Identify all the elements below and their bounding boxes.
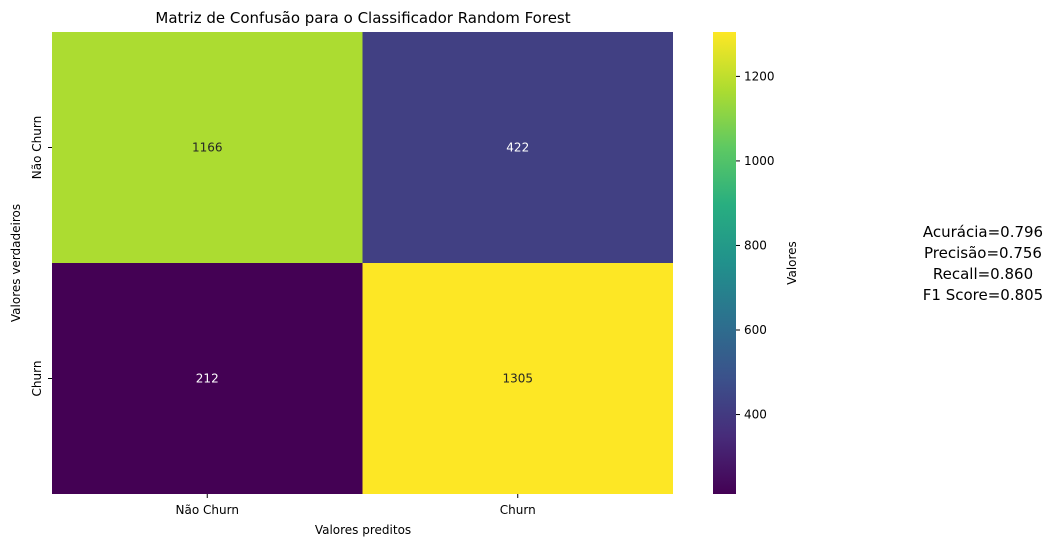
heatmap-cell bbox=[52, 263, 363, 494]
metric-precision: Precisão=0.756 bbox=[924, 244, 1042, 262]
colorbar-tick-label: 1000 bbox=[744, 154, 775, 168]
heatmap-cell bbox=[52, 32, 363, 263]
metric-recall: Recall=0.860 bbox=[933, 265, 1033, 283]
colorbar-label: Valores bbox=[785, 241, 799, 285]
x-tick-label: Churn bbox=[500, 503, 536, 517]
x-tick-label: Não Churn bbox=[176, 503, 239, 517]
heatmap-cells: 1166 422 212 1305 bbox=[52, 32, 673, 494]
y-tick-label: Churn bbox=[30, 361, 44, 397]
heatmap-cell bbox=[362, 263, 673, 494]
cell-value-label: 1166 bbox=[192, 141, 223, 155]
cell-value-label: 212 bbox=[196, 372, 219, 386]
colorbar bbox=[713, 32, 736, 494]
colorbar-ticks: 400 600 800 1000 1200 bbox=[736, 69, 775, 422]
x-axis-ticks: Não Churn Churn bbox=[176, 494, 536, 517]
colorbar-tick-label: 400 bbox=[744, 408, 767, 422]
y-tick-label: Não Churn bbox=[30, 116, 44, 179]
colorbar-tick-label: 1200 bbox=[744, 69, 775, 83]
cell-value-label: 422 bbox=[506, 141, 529, 155]
metric-accuracy: Acurácia=0.796 bbox=[923, 223, 1043, 241]
cell-value-label: 1305 bbox=[502, 372, 533, 386]
x-axis-label: Valores preditos bbox=[315, 523, 411, 537]
metric-f1-score: F1 Score=0.805 bbox=[923, 286, 1043, 304]
y-axis-ticks: Não Churn Churn bbox=[30, 116, 52, 397]
chart-title: Matriz de Confusão para o Classificador … bbox=[155, 9, 570, 27]
heatmap-cell bbox=[362, 32, 673, 263]
y-axis-label: Valores verdadeiros bbox=[9, 204, 23, 322]
metrics-annotation: Acurácia=0.796 Precisão=0.756 Recall=0.8… bbox=[923, 223, 1043, 304]
colorbar-tick-label: 800 bbox=[744, 238, 767, 252]
colorbar-tick-label: 600 bbox=[744, 323, 767, 337]
